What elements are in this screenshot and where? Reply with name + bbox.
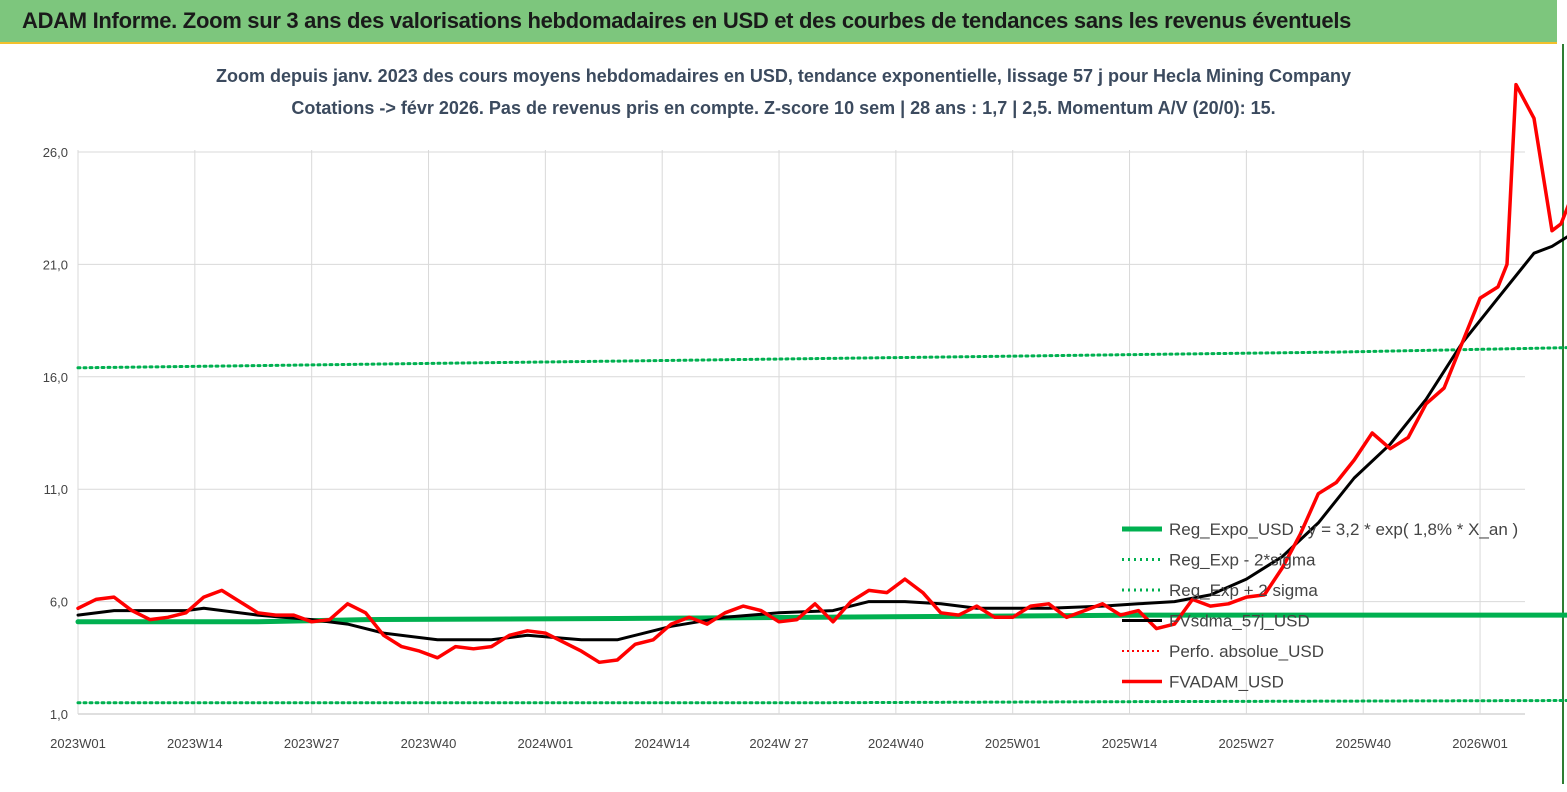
x-tick-label: 2024W 27 <box>749 736 808 751</box>
x-tick-label: 2024W01 <box>518 736 574 751</box>
legend-label: FVADAM_USD <box>1169 673 1284 692</box>
x-tick-label: 2023W27 <box>284 736 340 751</box>
y-tick-label: 21,0 <box>43 257 68 272</box>
series-line-2 <box>76 346 1567 370</box>
x-tick-label: 2025W27 <box>1219 736 1275 751</box>
y-tick-label: 16,0 <box>43 370 68 385</box>
x-tick-label: 2024W40 <box>868 736 924 751</box>
x-tick-label: 2025W14 <box>1102 736 1158 751</box>
legend-label: Perfo. absolue_USD <box>1169 642 1324 661</box>
title-banner: ADAM Informe. Zoom sur 3 ans des valoris… <box>0 0 1557 44</box>
chart-title: Zoom depuis janv. 2023 des cours moyens … <box>216 66 1351 86</box>
chart-series <box>75 82 1567 705</box>
y-tick-label: 11,0 <box>44 482 68 497</box>
series-line-5 <box>76 82 1567 665</box>
legend-label: FVsdma_57j_USD <box>1169 612 1310 631</box>
chart-subtitle: Cotations -> févr 2026. Pas de revenus p… <box>291 98 1276 118</box>
x-tick-label: 2025W40 <box>1335 736 1391 751</box>
x-tick-label: 2023W14 <box>167 736 223 751</box>
legend-label: Reg_Exp - 2*sigma <box>1169 551 1316 570</box>
series-line-3 <box>76 235 1567 642</box>
frame-border <box>1562 44 1564 784</box>
y-tick-label: 26,0 <box>43 145 68 160</box>
legend-label: Reg_Exp + 2 sigma <box>1169 581 1318 600</box>
chart-legend: Reg_Expo_USD : y = 3,2 * exp( 1,8% * X_a… <box>1122 520 1518 692</box>
x-tick-label: 2024W14 <box>634 736 690 751</box>
x-axis: 2023W01 2023W14 2023W27 2023W40 2024W01 2024W… <box>50 736 1508 751</box>
x-tick-label: 2023W01 <box>50 736 106 751</box>
legend-label: Reg_Expo_USD : y = 3,2 * exp( 1,8% * X_a… <box>1169 520 1518 539</box>
x-tick-label: 2023W40 <box>401 736 457 751</box>
x-tick-label: 2026W01 <box>1452 736 1508 751</box>
page-title: ADAM Informe. Zoom sur 3 ans des valoris… <box>22 8 1352 33</box>
y-tick-label: 1,0 <box>50 707 68 722</box>
series-line-1 <box>76 699 1567 705</box>
x-tick-label: 2025W01 <box>985 736 1041 751</box>
y-tick-label: 6,0 <box>50 595 68 610</box>
y-axis: 1,0 6,0 11,0 16,0 21,0 26,0 <box>43 145 68 722</box>
